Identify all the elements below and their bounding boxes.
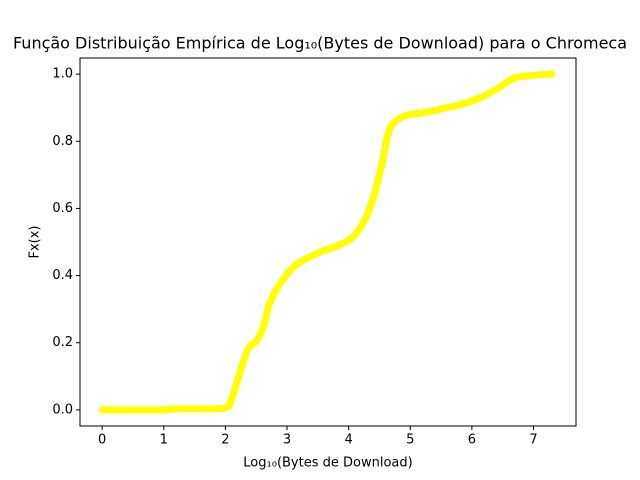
- y-tick-label: 0.0: [52, 402, 73, 417]
- y-tick-label: 0.6: [52, 201, 73, 216]
- x-tick-label: 0: [98, 433, 106, 448]
- y-axis-label: Fx(x): [28, 225, 43, 258]
- x-tick-label: 1: [160, 433, 168, 448]
- y-tick-label: 1.0: [52, 67, 73, 82]
- x-tick-label: 5: [406, 433, 414, 448]
- plot-frame: [79, 57, 577, 427]
- x-tick-label: 6: [468, 433, 476, 448]
- y-tick-label: 0.4: [52, 268, 73, 283]
- x-tick-label: 4: [345, 433, 353, 448]
- chart-title: Função Distribuição Empírica de Log₁₀(By…: [13, 34, 627, 53]
- y-tick-label: 0.2: [52, 335, 73, 350]
- y-tick-label: 0.8: [52, 134, 73, 149]
- data-line: [98, 70, 556, 414]
- x-tick-label: 2: [221, 433, 229, 448]
- x-tick-label: 3: [283, 433, 291, 448]
- x-tick-label: 7: [529, 433, 537, 448]
- x-axis-label: Log₁₀(Bytes de Download): [243, 456, 412, 471]
